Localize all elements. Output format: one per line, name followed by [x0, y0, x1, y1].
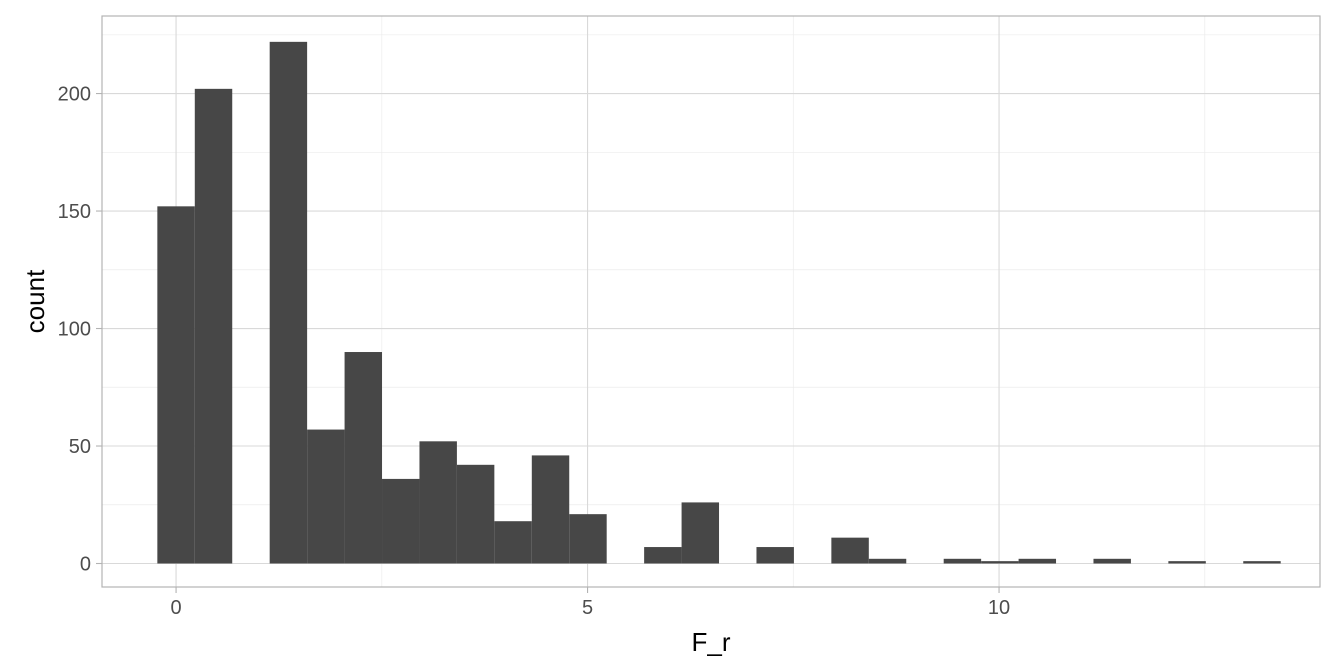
panel-border — [101, 15, 1321, 588]
histogram-bar — [681, 502, 720, 564]
histogram-bar — [382, 478, 420, 564]
histogram-bar — [531, 455, 570, 564]
histogram-bar — [456, 464, 495, 564]
histogram-bar — [1243, 561, 1281, 564]
histogram-bar — [194, 88, 233, 564]
y-axis-title: count — [20, 269, 50, 333]
histogram-bar — [419, 441, 457, 564]
y-tick-label: 50 — [69, 436, 91, 458]
histogram-bar — [943, 558, 982, 564]
x-axis-title: F_r — [692, 627, 731, 657]
histogram-bars — [157, 41, 1281, 564]
histogram-bar — [344, 352, 383, 564]
histogram-bar — [157, 206, 195, 564]
histogram-bar — [307, 429, 345, 564]
x-tick-label: 0 — [171, 597, 182, 619]
histogram-bar — [981, 561, 1019, 564]
histogram-bar — [569, 514, 607, 564]
histogram-bar — [756, 547, 794, 564]
histogram-bar — [1018, 558, 1057, 564]
x-axis-ticks: 0 5 10 — [171, 587, 1010, 619]
histogram-bar — [494, 521, 532, 564]
histogram-bar — [644, 547, 682, 564]
y-tick-label: 0 — [80, 554, 91, 576]
y-axis-ticks: 0 50 100 150 200 — [58, 84, 102, 576]
y-tick-label: 150 — [58, 201, 91, 223]
histogram-bar — [831, 537, 869, 564]
histogram-bar — [1093, 558, 1131, 564]
histogram-bar — [1168, 561, 1206, 564]
x-tick-label: 10 — [988, 597, 1010, 619]
y-tick-label: 100 — [58, 319, 91, 341]
y-tick-label: 200 — [58, 84, 91, 106]
x-tick-label: 5 — [582, 597, 593, 619]
histogram-bar — [868, 558, 907, 564]
histogram-bar — [269, 41, 308, 564]
